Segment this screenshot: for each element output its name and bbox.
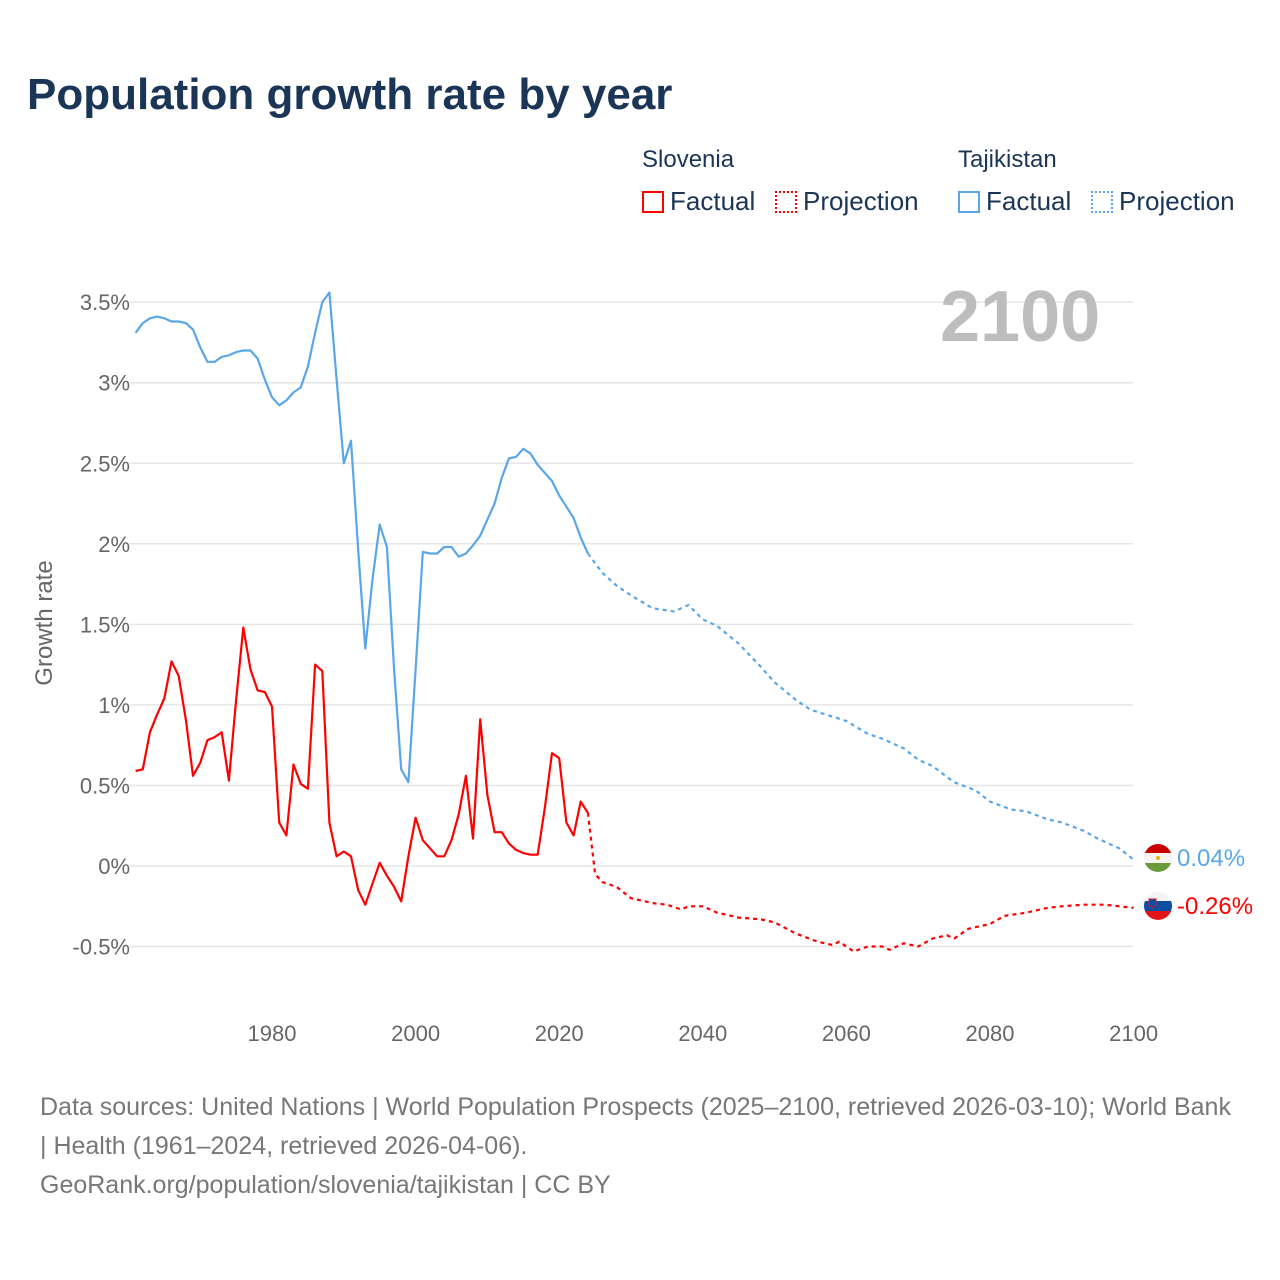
y-tick-label: -0.5% [73, 935, 130, 960]
legend-slovenia-factual[interactable]: Factual [642, 186, 755, 217]
slovenia-end-label: -0.26% [1177, 893, 1253, 920]
x-tick-label: 2040 [678, 1021, 727, 1046]
legend-tajikistan-projection[interactable]: Projection [1091, 186, 1235, 217]
y-tick-label: 3.5% [80, 290, 130, 315]
source-line: Data sources: United Nations | World Pop… [40, 1093, 1231, 1160]
x-tick-label: 2100 [1109, 1021, 1158, 1046]
legend-label: Factual [986, 186, 1072, 216]
year-display: 2100 [940, 277, 1101, 357]
legend-label: Projection [1119, 186, 1235, 216]
y-tick-label: 2.5% [80, 451, 130, 476]
x-tick-label: 1980 [248, 1021, 297, 1046]
tajikistan-projection-line [587, 552, 1135, 861]
source-note: Data sources: United Nations | World Pop… [40, 1088, 1240, 1205]
legend-heading-tajikistan: Tajikistan [958, 146, 1057, 173]
legend-swatch-solid [642, 190, 664, 213]
y-tick-label: 3% [98, 371, 130, 396]
y-tick-label: 1.5% [80, 612, 130, 637]
legend-slovenia-projection[interactable]: Projection [775, 186, 919, 217]
legend-label: Projection [803, 186, 919, 216]
chart-title: Population growth rate by year [27, 70, 673, 119]
source-link[interactable]: GeoRank.org/population/slovenia/tajikist… [40, 1171, 611, 1199]
slovenia-factual-line [135, 626, 589, 906]
x-tick-label: 2080 [966, 1021, 1015, 1046]
legend-swatch-dotted [1091, 190, 1113, 213]
slovenia-flag-icon [1144, 892, 1172, 920]
y-tick-label: 0.5% [80, 773, 130, 798]
slovenia-projection-line [586, 812, 1134, 953]
legend-heading-slovenia: Slovenia [642, 146, 735, 173]
y-tick-label: 2% [98, 532, 130, 557]
x-tick-label: 2060 [822, 1021, 871, 1046]
tajikistan-flag-icon [1144, 844, 1172, 872]
x-tick-label: 2020 [535, 1021, 584, 1046]
legend-label: Factual [670, 186, 756, 216]
legend-swatch-dotted [775, 190, 797, 213]
y-axis-label: Growth rate [31, 560, 58, 685]
legend-tajikistan-factual[interactable]: Factual [958, 186, 1071, 217]
tajikistan-end-label: 0.04% [1177, 845, 1245, 872]
y-tick-label: 1% [98, 693, 130, 718]
y-tick-label: 0% [98, 854, 130, 879]
x-tick-label: 2000 [391, 1021, 440, 1046]
legend-swatch-solid [958, 190, 980, 213]
tajikistan-factual-line [134, 291, 589, 784]
